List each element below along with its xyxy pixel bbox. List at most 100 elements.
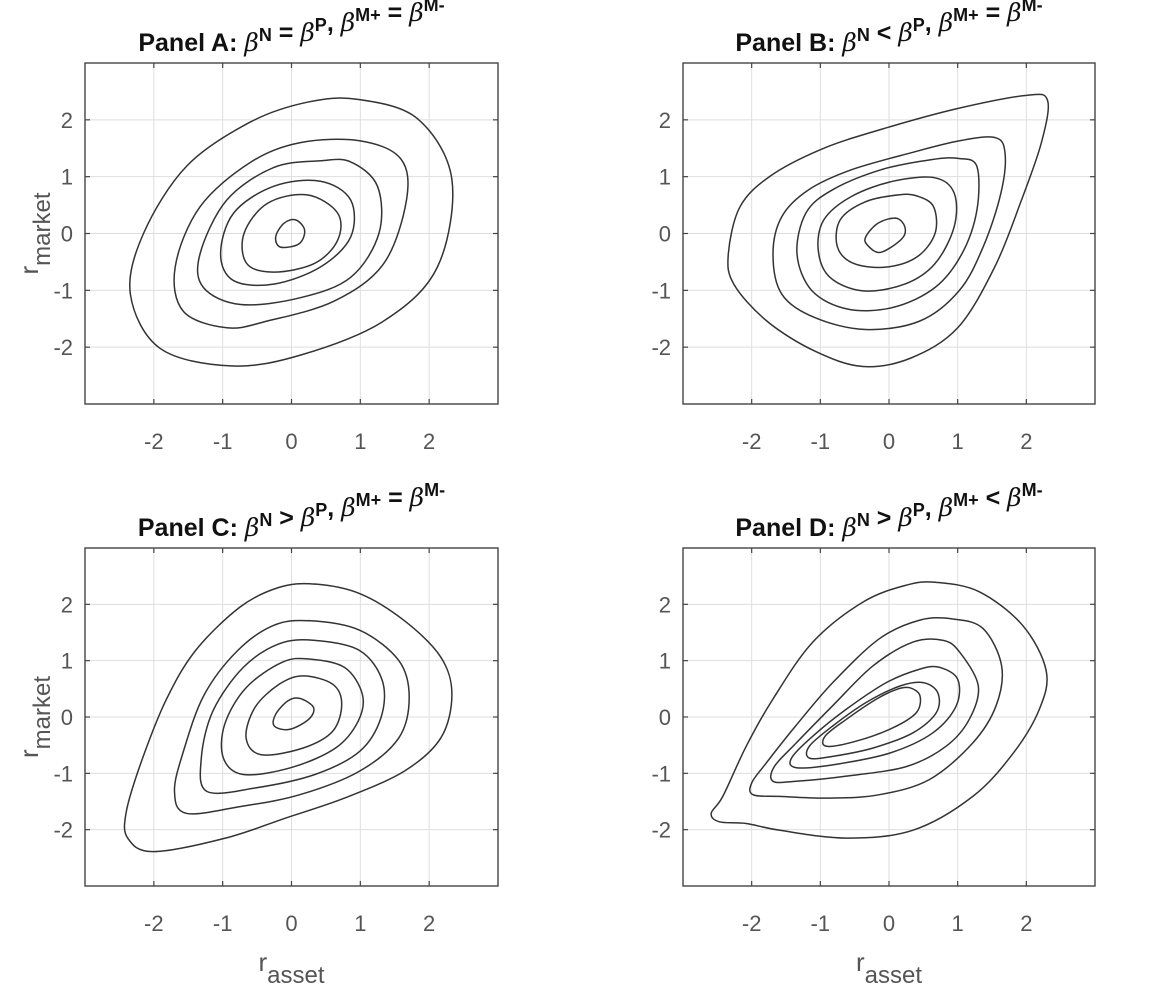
y-tick-label: 0: [659, 705, 671, 730]
title-text: Panel C:: [138, 514, 245, 542]
y-tick-label: -2: [651, 818, 671, 843]
y-tick-label: 2: [61, 108, 73, 133]
beta-symbol: β: [243, 28, 258, 57]
x-tick-label: 2: [423, 429, 435, 454]
y-tick-label: 2: [61, 592, 73, 617]
contour-line-2: [772, 136, 1007, 331]
x-tick-label: -2: [742, 911, 762, 936]
beta-symbol: β: [300, 503, 315, 532]
title-text: =: [272, 19, 301, 47]
title-superscript: P: [315, 500, 327, 520]
title-text: Panel A:: [138, 29, 244, 57]
contour-line-4: [220, 657, 365, 776]
contour-line-2: [749, 617, 1004, 799]
title-superscript: N: [259, 510, 272, 530]
beta-symbol: β: [340, 8, 355, 37]
panel-title: Panel A: βN = βP, βM+ = βM-: [138, 0, 444, 57]
title-text: ,: [925, 9, 939, 37]
contour-line-5: [835, 193, 938, 269]
x-tick-label: -2: [144, 429, 164, 454]
beta-symbol: β: [841, 28, 856, 57]
title-superscript: P: [315, 15, 327, 35]
beta-symbol: β: [897, 18, 912, 47]
y-axis-label-subscript: market: [29, 192, 56, 266]
beta-symbol: β: [938, 493, 953, 522]
y-axis-label-base: r: [14, 749, 44, 758]
beta-symbol: β: [340, 493, 355, 522]
beta-symbol: β: [299, 18, 314, 47]
title-text: =: [381, 0, 410, 27]
beta-symbol: β: [244, 513, 259, 542]
x-tick-label: 2: [1020, 429, 1032, 454]
title-superscript: M+: [953, 490, 979, 510]
title-superscript: N: [857, 510, 870, 530]
x-axis-label-base: r: [258, 947, 267, 977]
beta-symbol: β: [897, 503, 912, 532]
x-tick-label: -2: [144, 911, 164, 936]
contour-line-1: [129, 97, 454, 367]
contour-line-6: [274, 218, 306, 249]
contour-line-5: [245, 675, 343, 756]
y-tick-label: -1: [53, 278, 73, 303]
contour-line-4: [789, 665, 961, 769]
contour-line-5: [805, 681, 941, 760]
contour-line-6: [821, 686, 922, 748]
y-tick-label: 0: [61, 222, 73, 247]
y-tick-label: -1: [53, 761, 73, 786]
y-tick-label: -1: [651, 278, 671, 303]
beta-symbol: β: [409, 483, 424, 512]
title-superscript: M-: [424, 0, 445, 15]
y-axis-label-base: r: [14, 266, 44, 275]
x-axis-label: rasset: [258, 947, 324, 987]
x-tick-label: -2: [742, 429, 762, 454]
title-text: Panel B:: [735, 29, 842, 57]
title-text: <: [979, 484, 1008, 512]
contour-line-3: [199, 639, 386, 795]
x-tick-label: 1: [354, 429, 366, 454]
y-tick-label: -2: [53, 335, 73, 360]
contour-line-4: [219, 179, 356, 287]
y-tick-label: -1: [651, 761, 671, 786]
title-superscript: P: [913, 15, 925, 35]
title-text: >: [272, 504, 301, 532]
y-axis-label: rmarket: [14, 676, 56, 758]
y-tick-label: 1: [61, 165, 73, 190]
x-axis-label-subscript: asset: [865, 962, 923, 987]
title-text: =: [381, 484, 410, 512]
contour-line-2: [173, 138, 409, 329]
y-axis-label: rmarket: [14, 192, 56, 274]
title-superscript: M+: [356, 490, 382, 510]
y-tick-label: 2: [659, 592, 671, 617]
contour-line-5: [241, 193, 342, 273]
title-superscript: M+: [355, 5, 381, 25]
y-tick-label: -2: [651, 335, 671, 360]
x-tick-label: -1: [811, 911, 831, 936]
x-tick-label: 2: [1020, 911, 1032, 936]
y-tick-label: 0: [61, 705, 73, 730]
y-tick-label: 0: [659, 222, 671, 247]
title-text: Panel D:: [735, 514, 842, 542]
x-tick-label: 0: [883, 911, 895, 936]
beta-symbol: β: [408, 0, 423, 27]
y-tick-label: 1: [659, 165, 671, 190]
contour-line-3: [196, 158, 383, 306]
contour-line-1: [710, 581, 1048, 839]
title-text: >: [870, 504, 899, 532]
panel-title: Panel C: βN > βP, βM+ = βM-: [138, 480, 445, 542]
beta-symbol: β: [938, 8, 953, 37]
title-superscript: M-: [1022, 0, 1043, 15]
x-tick-label: -1: [213, 911, 233, 936]
contour-line-6: [864, 217, 907, 254]
title-superscript: M-: [424, 480, 445, 500]
title-text: ,: [327, 494, 341, 522]
contour-line-3: [796, 157, 980, 312]
x-tick-label: 0: [285, 911, 297, 936]
title-superscript: M+: [953, 5, 979, 25]
y-tick-label: -2: [53, 818, 73, 843]
x-tick-label: -1: [213, 429, 233, 454]
y-axis-label-subscript: market: [29, 676, 56, 750]
x-axis-label: rasset: [856, 947, 922, 987]
title-text: ,: [327, 9, 341, 37]
